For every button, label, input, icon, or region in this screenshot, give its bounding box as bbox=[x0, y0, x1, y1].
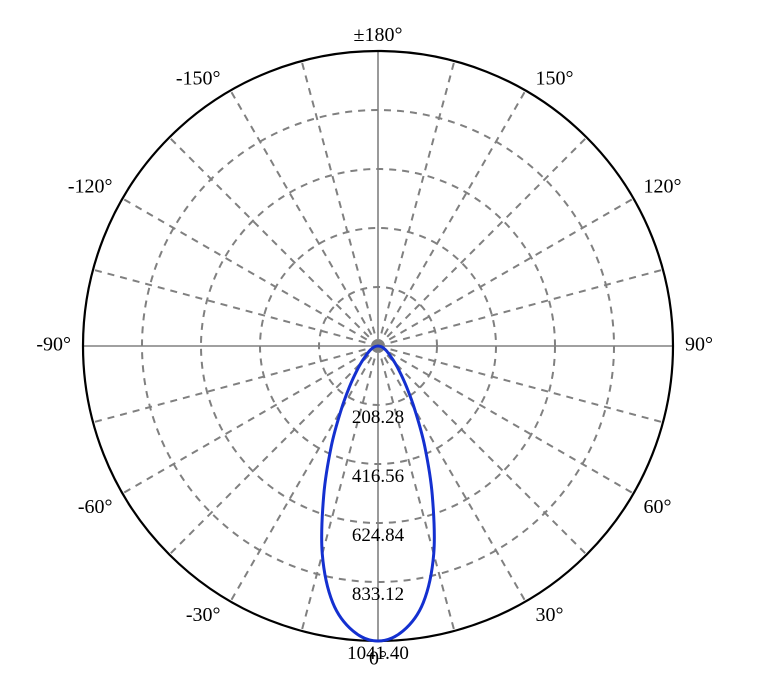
angle-tick-label: 0° bbox=[369, 648, 387, 670]
radial-tick-label: 416.56 bbox=[352, 466, 404, 487]
radial-tick-label: 208.28 bbox=[352, 407, 404, 428]
angle-tick-label: ±180° bbox=[354, 24, 403, 46]
angle-tick-label: -150° bbox=[176, 68, 221, 90]
angle-tick-label: 30° bbox=[536, 604, 564, 626]
radial-tick-label: 624.84 bbox=[352, 525, 405, 546]
angle-tick-label: 60° bbox=[643, 496, 671, 518]
radial-tick-label: 833.12 bbox=[352, 584, 404, 605]
angle-tick-label: 150° bbox=[536, 68, 574, 90]
angle-tick-label: 120° bbox=[643, 176, 681, 198]
polar-chart: 208.28416.56624.84833.121041.40±180°150°… bbox=[0, 0, 757, 692]
angle-tick-label: -90° bbox=[36, 334, 71, 356]
angle-tick-label: 90° bbox=[685, 334, 713, 356]
angle-tick-label: -30° bbox=[186, 604, 221, 626]
angle-tick-label: -120° bbox=[68, 176, 113, 198]
angle-tick-label: -60° bbox=[78, 496, 113, 518]
